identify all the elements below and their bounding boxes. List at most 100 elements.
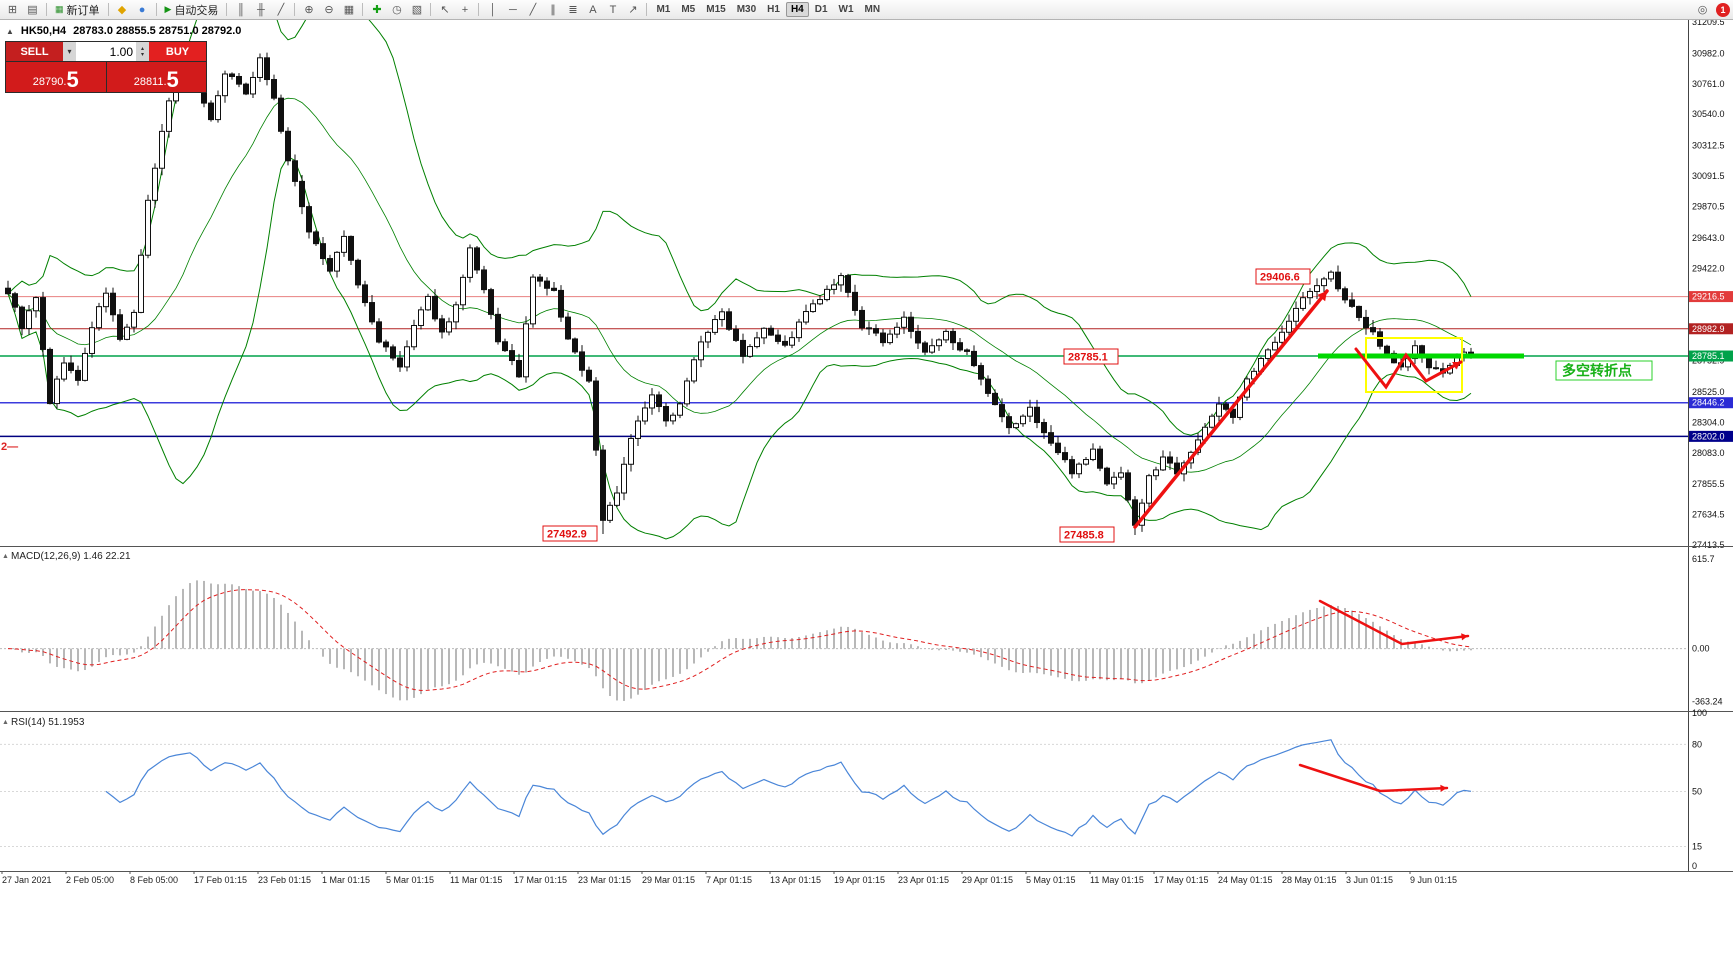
volume-input[interactable]: 1.00 <box>76 42 136 61</box>
tile-windows-icon[interactable]: ▦ <box>343 4 355 16</box>
svg-text:1 Mar 01:15: 1 Mar 01:15 <box>322 875 370 885</box>
svg-text:24 May 01:15: 24 May 01:15 <box>1218 875 1273 885</box>
svg-text:28202.0: 28202.0 <box>1692 431 1725 441</box>
templates-icon[interactable]: ▧ <box>411 4 423 16</box>
periods-icon[interactable]: ◷ <box>392 4 402 16</box>
search-icon[interactable]: ◎ <box>1697 4 1708 16</box>
stepper-down-icon[interactable]: ▾ <box>140 51 144 58</box>
toolbar-separator <box>294 3 296 16</box>
svg-text:8 Feb 05:00: 8 Feb 05:00 <box>130 875 178 885</box>
new-chart-icon[interactable]: ⊞ <box>7 4 18 16</box>
svg-text:29643.0: 29643.0 <box>1692 233 1725 243</box>
timeframe-mn[interactable]: MN <box>864 4 881 15</box>
auto-trading-button-label: 自动交易 <box>174 4 219 17</box>
sell-button[interactable]: SELL <box>6 42 63 61</box>
svg-text:RSI(14) 51.1953: RSI(14) 51.1953 <box>11 717 85 728</box>
svg-text:50: 50 <box>1692 787 1702 797</box>
toolbar-separator <box>155 3 157 16</box>
zoom-out-icon[interactable]: ⊖ <box>324 4 334 16</box>
new-order-button[interactable]: ▦ 新订单 <box>51 2 104 18</box>
svg-text:9 Jun 01:15: 9 Jun 01:15 <box>1410 875 1457 885</box>
svg-text:2—: 2— <box>1 441 18 453</box>
crosshair-icon[interactable]: + <box>461 3 469 16</box>
bar-chart-icon[interactable]: ║ <box>237 3 245 16</box>
svg-text:11 Mar 01:15: 11 Mar 01:15 <box>450 875 502 885</box>
chart-drawings <box>1133 289 1524 529</box>
svg-text:15: 15 <box>1692 841 1702 851</box>
svg-text:100: 100 <box>1692 708 1707 718</box>
buy-price-small: 28811. <box>133 76 167 88</box>
chart-annotations: 29406.6 28785.1 27492.9 27485.8 多空转折点 2— <box>1 268 1653 543</box>
timeframe-w1[interactable]: W1 <box>838 4 854 15</box>
macd-panel: ▲ MACD(12,26,9) 1.46 22.21 615.7 0.00 -363.2… <box>0 551 1723 706</box>
svg-text:28982.9: 28982.9 <box>1692 324 1725 334</box>
svg-text:27 Jan 2021: 27 Jan 2021 <box>2 875 52 885</box>
volume-stepper[interactable]: ▴ ▾ <box>136 42 149 61</box>
toolbar-separator <box>46 3 47 16</box>
community-icon[interactable]: ● <box>138 3 146 16</box>
symbol-ohlc: 28783.0 28855.5 28751.0 28792.0 <box>73 25 242 37</box>
svg-text:30312.5: 30312.5 <box>1692 141 1725 151</box>
vertical-line-icon[interactable]: │ <box>489 3 497 16</box>
svg-text:30982.0: 30982.0 <box>1692 48 1725 58</box>
auto-trading-button[interactable]: ▶ 自动交易 <box>161 2 223 18</box>
volume-dropdown[interactable]: ▾ <box>63 42 76 61</box>
channel-icon[interactable]: ∥ <box>550 4 556 16</box>
quick-deposit-icon[interactable]: ◆ <box>117 4 127 16</box>
timeframe-h4[interactable]: H4 <box>785 2 809 17</box>
label-icon[interactable]: T <box>609 3 617 16</box>
svg-text:2 Feb 05:00: 2 Feb 05:00 <box>66 875 114 885</box>
one-click-collapse-icon[interactable]: ▲ <box>6 26 14 36</box>
svg-text:11 May 01:15: 11 May 01:15 <box>1090 875 1144 885</box>
svg-text:23 Mar 01:15: 23 Mar 01:15 <box>578 875 631 885</box>
stepper-up-icon[interactable]: ▴ <box>140 45 144 52</box>
svg-text:29 Apr 01:15: 29 Apr 01:15 <box>962 875 1013 885</box>
svg-text:17 Feb 01:15: 17 Feb 01:15 <box>194 875 247 885</box>
svg-text:▲: ▲ <box>2 719 9 726</box>
timeframe-d1[interactable]: D1 <box>814 4 828 15</box>
chart-profiles-icon[interactable]: ▤ <box>27 4 38 16</box>
bollinger-bands <box>7 0 1472 540</box>
toolbar-separator <box>646 3 648 16</box>
chevron-down-icon: ▾ <box>67 47 72 56</box>
buy-price[interactable]: 28811. 5 <box>106 62 206 92</box>
new-order-button-label: 新订单 <box>66 4 100 17</box>
svg-text:29406.6: 29406.6 <box>1260 272 1300 284</box>
one-click-trading-panel: SELL ▾ 1.00 ▴ ▾ BUY 28790. 5 28811. 5 <box>5 41 207 93</box>
text-icon[interactable]: A <box>589 3 597 16</box>
svg-text:30540.0: 30540.0 <box>1692 109 1725 119</box>
svg-text:27413.5: 27413.5 <box>1692 540 1725 550</box>
zoom-in-icon[interactable]: ⊕ <box>304 4 314 16</box>
svg-text:MACD(12,26,9) 1.46 22.21: MACD(12,26,9) 1.46 22.21 <box>11 551 131 562</box>
fibonacci-icon[interactable]: ≣ <box>568 4 578 16</box>
timeframe-h1[interactable]: H1 <box>767 4 780 15</box>
svg-text:80: 80 <box>1692 739 1702 749</box>
toolbar-right-group: ◎ 1 <box>1693 2 1730 18</box>
indicators-icon[interactable]: ✚ <box>372 4 382 16</box>
svg-text:-363.24: -363.24 <box>1692 696 1723 706</box>
toolbar-separator <box>478 3 480 16</box>
trendline-icon[interactable]: ╱ <box>529 4 537 16</box>
svg-text:28785.1: 28785.1 <box>1068 352 1108 364</box>
timeframe-m30[interactable]: M30 <box>736 4 757 15</box>
line-chart-icon[interactable]: ╱ <box>277 4 285 16</box>
sell-price-big: 5 <box>66 67 79 92</box>
svg-text:27634.5: 27634.5 <box>1692 510 1725 520</box>
buy-button[interactable]: BUY <box>149 42 206 61</box>
arrow-tools-icon[interactable]: ↗ <box>628 4 638 16</box>
sell-price[interactable]: 28790. 5 <box>6 62 106 92</box>
cursor-icon[interactable]: ↖ <box>440 4 450 16</box>
horizontal-line-icon[interactable]: ─ <box>509 3 517 16</box>
time-axis[interactable]: 27 Jan 2021 2 Feb 05:00 8 Feb 05:00 17 Feb … <box>1 871 1457 885</box>
svg-text:30761.0: 30761.0 <box>1692 79 1725 89</box>
timeframe-m5[interactable]: M5 <box>681 4 696 15</box>
symbol-info: ▲ HK50,H4 28783.0 28855.5 28751.0 28792.… <box>6 25 241 37</box>
svg-text:23 Apr 01:15: 23 Apr 01:15 <box>898 875 949 885</box>
timeframe-m15[interactable]: M15 <box>706 4 726 15</box>
svg-text:31209.5: 31209.5 <box>1692 17 1725 27</box>
svg-text:0.00: 0.00 <box>1692 644 1710 654</box>
candlestick-chart-icon[interactable]: ╫ <box>257 3 265 16</box>
notification-badge[interactable]: 1 <box>1716 2 1730 17</box>
timeframe-m1[interactable]: M1 <box>656 4 671 15</box>
